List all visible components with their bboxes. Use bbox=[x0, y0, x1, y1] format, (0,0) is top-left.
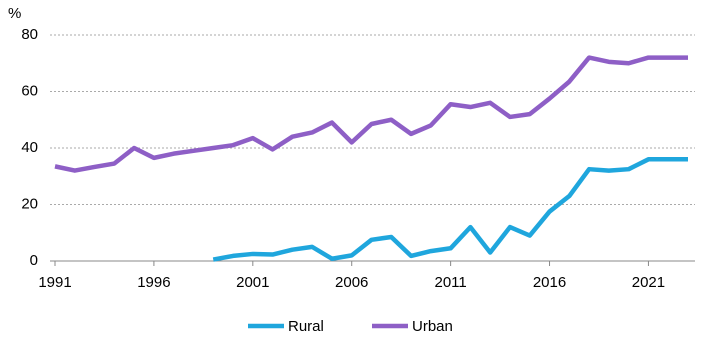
x-tick-label: 1996 bbox=[137, 274, 170, 291]
y-tick-label: 60 bbox=[21, 82, 38, 99]
x-tick-label: 2021 bbox=[632, 274, 665, 291]
legend-label: Urban bbox=[412, 318, 453, 335]
line-series bbox=[212, 157, 688, 262]
legend-label: Rural bbox=[288, 318, 324, 335]
line-series bbox=[54, 55, 688, 173]
y-tick-label: 0 bbox=[30, 252, 38, 269]
y-tick-label: 20 bbox=[21, 195, 38, 212]
y-axis-unit: % bbox=[8, 5, 21, 22]
y-tick-label: 40 bbox=[21, 139, 38, 156]
x-tick-label: 2006 bbox=[335, 274, 368, 291]
x-tick-label: 2016 bbox=[533, 274, 566, 291]
x-tick-label: 1991 bbox=[38, 274, 71, 291]
x-tick-label: 2001 bbox=[236, 274, 269, 291]
x-tick-label: 2011 bbox=[434, 274, 466, 291]
y-tick-label: 80 bbox=[21, 26, 38, 43]
